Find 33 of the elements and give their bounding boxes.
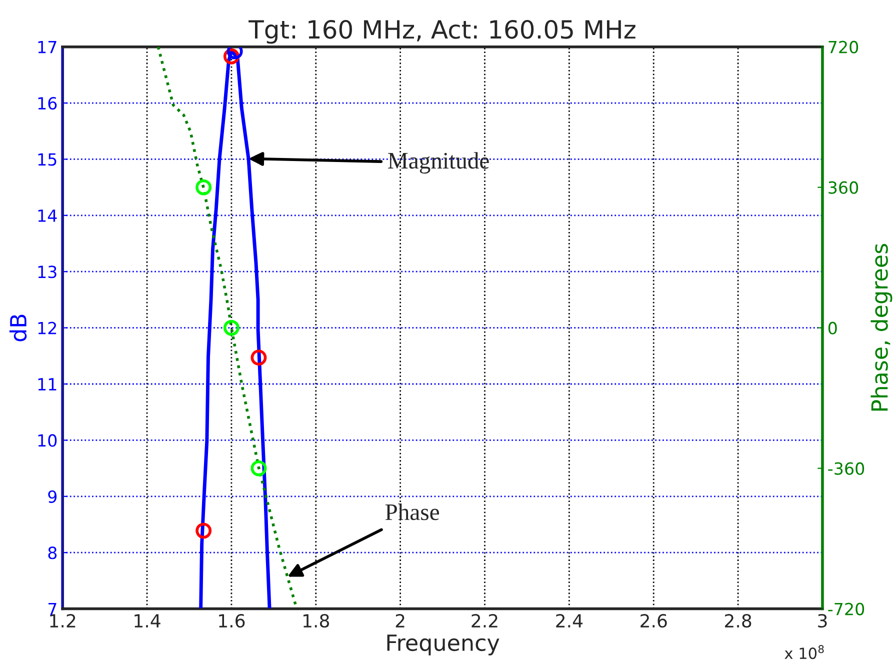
y-tick-label: 13: [38, 266, 56, 278]
y-axis-title: dB: [9, 314, 27, 342]
annotation: Magnitude: [388, 152, 489, 174]
y2-tick-label: -720: [828, 602, 864, 616]
x-tick-label: 2.6: [640, 614, 667, 628]
y-tick-label: 11: [38, 378, 56, 390]
annotation: Phase: [385, 504, 439, 520]
x-tick-label: 1.4: [134, 614, 160, 628]
x-tick-label: 1.2: [50, 614, 76, 628]
text: x 10$^{8}$: [784, 645, 824, 660]
y2-tick-label: -360: [828, 462, 864, 475]
y-tick-label: 10: [38, 434, 57, 447]
y2-tick-label: 720: [828, 40, 858, 54]
x-tick-label: 2.8: [725, 614, 752, 628]
y-tick-label: 15: [38, 153, 56, 166]
y-tick-label: 17: [38, 41, 56, 54]
y-tick-label: 14: [38, 210, 57, 222]
y-tick-label: 7: [48, 602, 56, 616]
x-tick-label: 2.4: [556, 614, 583, 628]
y-tick-label: 12: [38, 322, 56, 334]
x-tick-label: 3: [818, 614, 827, 628]
y-tick-label: 8: [48, 546, 57, 560]
chart-title: Tgt: 160 MHz, Act: 160.05 MHz: [248, 20, 636, 44]
y2-axis-title: Phase, degrees: [870, 244, 892, 411]
y-tick-label: 9: [48, 490, 57, 503]
y2-tick-label: 360: [828, 181, 858, 194]
x-tick-label: 2: [396, 614, 404, 628]
x-tick-label: 1.8: [304, 614, 329, 628]
x-tick-label: 1.6: [219, 614, 245, 628]
y-tick-label: 16: [38, 96, 57, 110]
y2-tick-label: 0: [828, 322, 837, 334]
x-tick-label: 2.2: [472, 614, 498, 628]
x-axis-title: Frequency: [387, 634, 500, 656]
